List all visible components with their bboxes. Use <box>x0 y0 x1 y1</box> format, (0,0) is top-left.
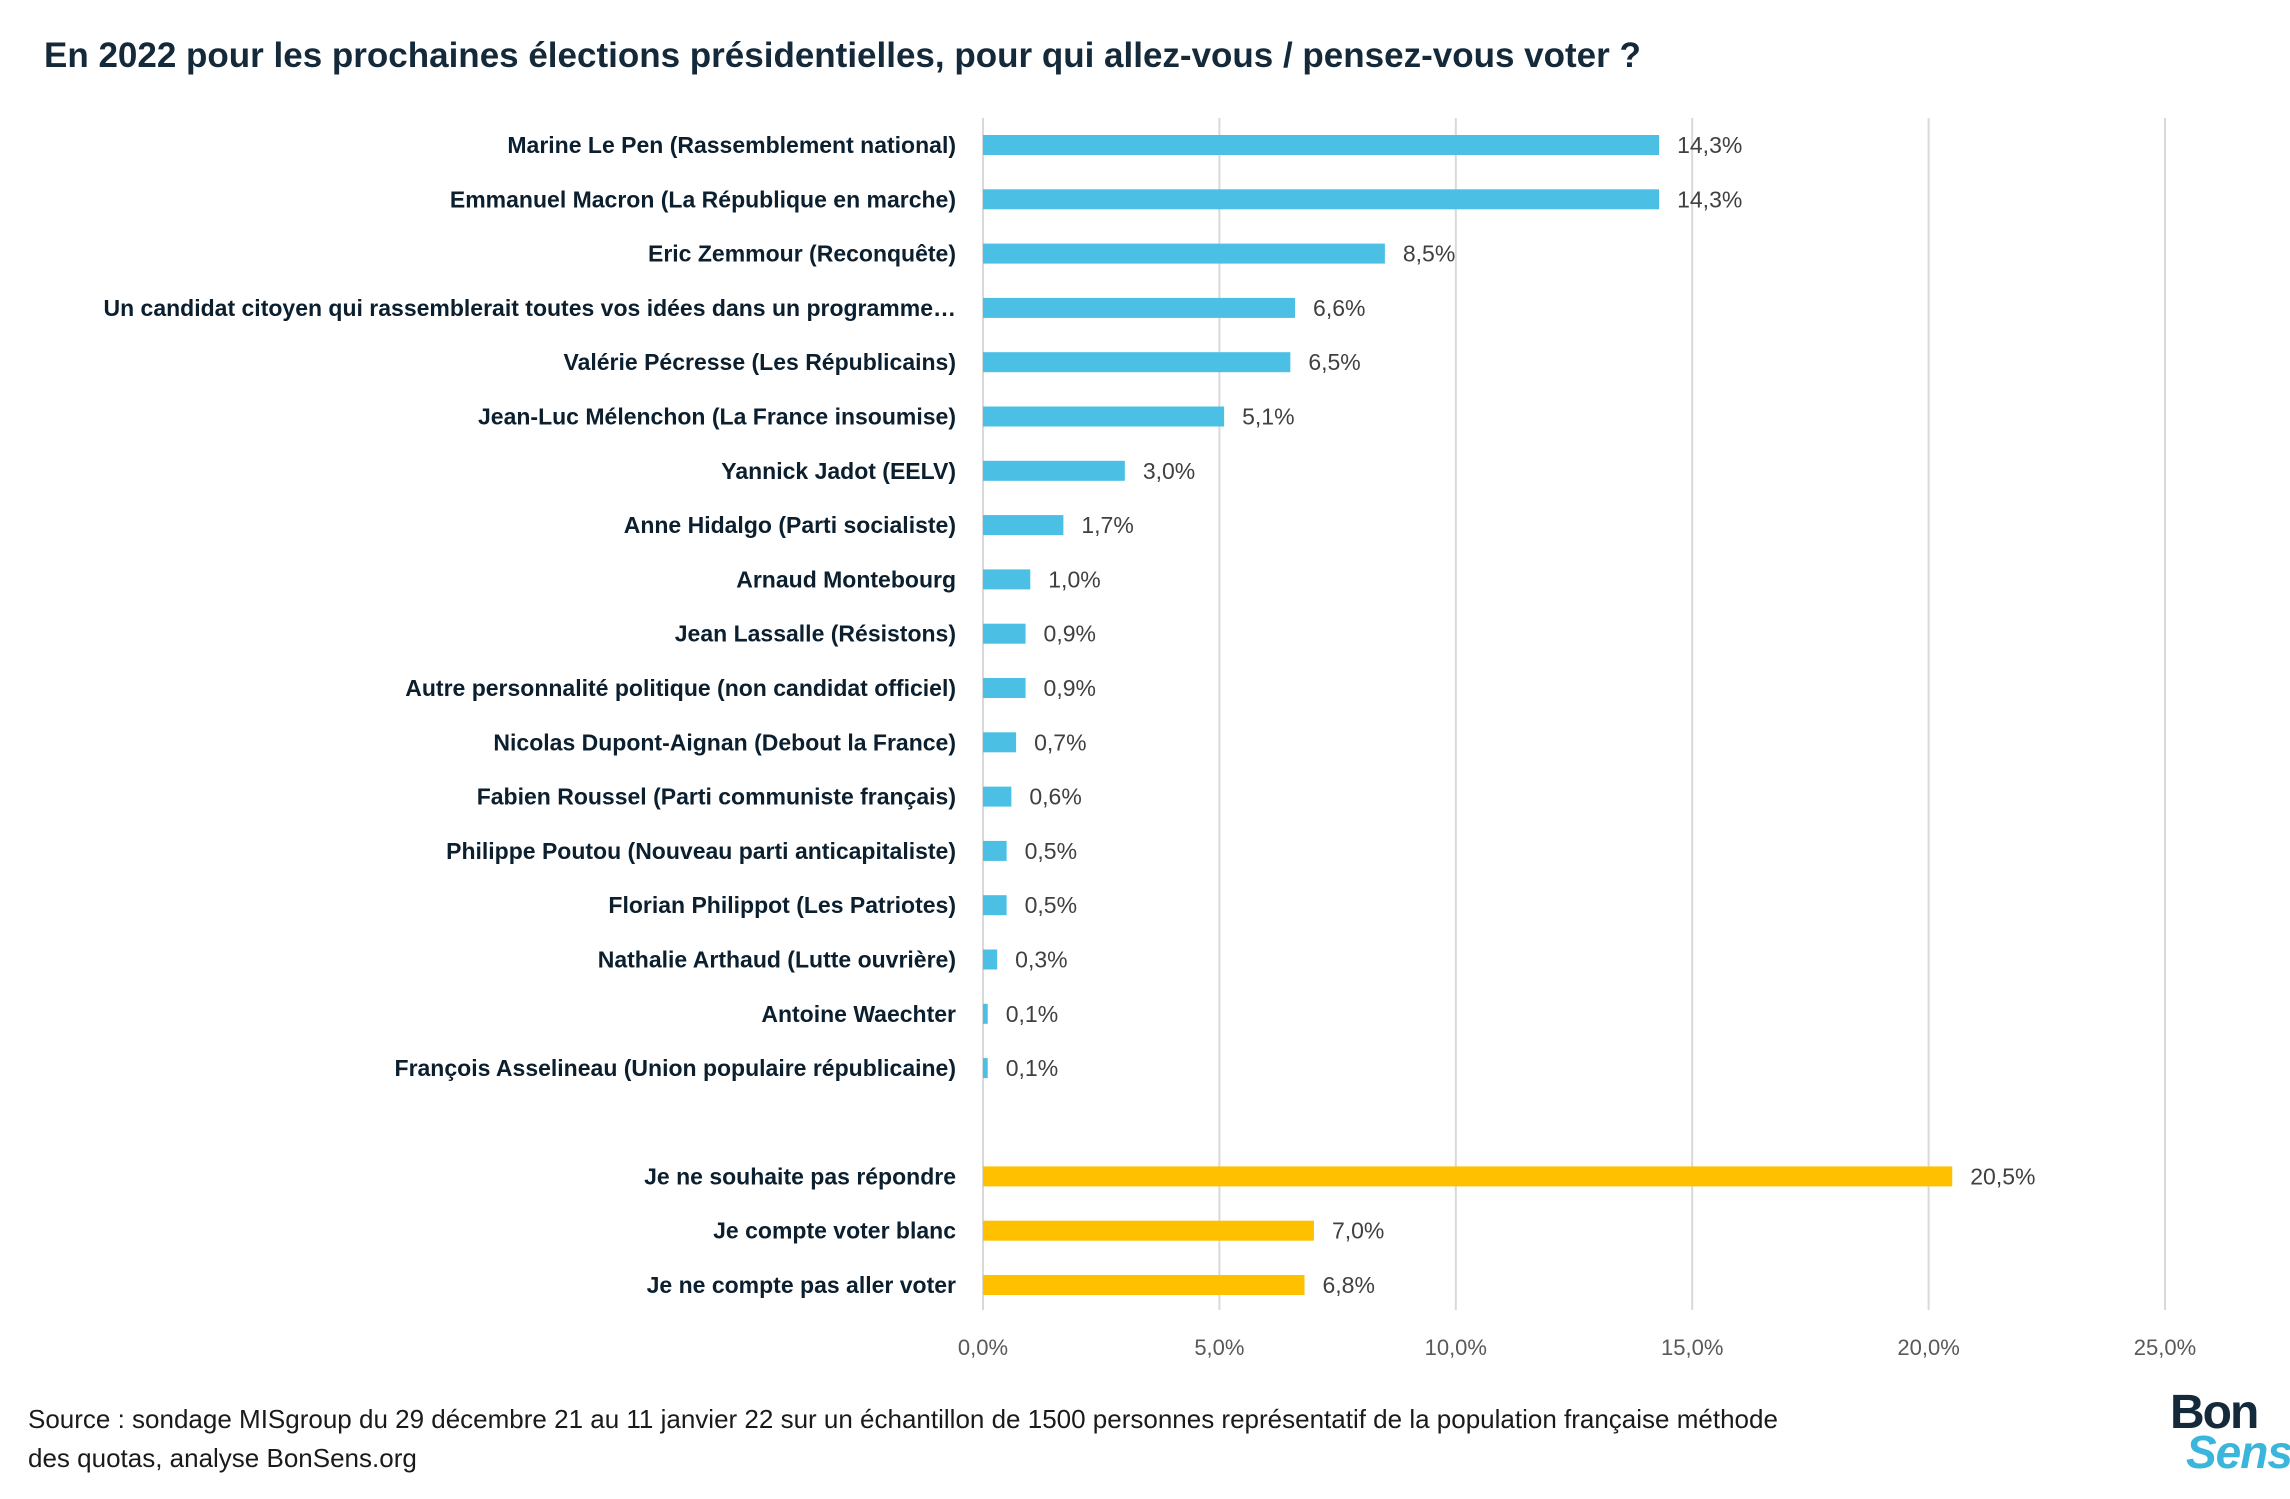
data-label: 6,5% <box>1308 349 1360 375</box>
data-label: 0,9% <box>1044 675 1096 701</box>
category-label: Nathalie Arthaud (Lutte ouvrière) <box>598 947 956 973</box>
category-label: Antoine Waechter <box>761 1001 956 1027</box>
bar <box>983 243 1385 264</box>
category-label: Je ne souhaite pas répondre <box>644 1163 956 1189</box>
data-label: 0,3% <box>1015 947 1067 973</box>
chart-title: En 2022 pour les prochaines élections pr… <box>44 36 1641 75</box>
bar <box>983 515 1064 536</box>
bar <box>983 352 1291 373</box>
category-label: Florian Philippot (Les Patriotes) <box>608 892 956 918</box>
category-label: Arnaud Montebourg <box>736 566 956 592</box>
data-label: 0,1% <box>1006 1055 1058 1081</box>
data-label: 0,9% <box>1044 621 1096 647</box>
bar <box>983 1275 1305 1295</box>
data-label: 3,0% <box>1143 458 1195 484</box>
bars <box>983 135 1953 1295</box>
x-tick-label: 20,0% <box>1897 1335 1959 1360</box>
category-label: Jean-Luc Mélenchon (La France insoumise) <box>478 404 956 430</box>
category-label: Un candidat citoyen qui rassemblerait to… <box>104 295 957 321</box>
x-tick-label: 25,0% <box>2134 1335 2196 1360</box>
data-label: 6,8% <box>1323 1272 1375 1298</box>
bar <box>983 949 998 970</box>
category-label: Valérie Pécresse (Les Républicains) <box>564 349 956 375</box>
source-note: Source : sondage MISgroup du 29 décembre… <box>28 1404 1778 1473</box>
category-label: Nicolas Dupont-Aignan (Debout la France) <box>493 729 956 755</box>
bar <box>983 1220 1314 1241</box>
data-label: 5,1% <box>1242 404 1294 430</box>
x-tick-label: 0,0% <box>958 1335 1008 1360</box>
category-label: Jean Lassalle (Résistons) <box>675 621 956 647</box>
bar <box>983 1058 988 1079</box>
bar <box>983 623 1026 644</box>
logo-line2: Sens <box>2186 1426 2290 1478</box>
data-label: 0,1% <box>1006 1001 1058 1027</box>
bar <box>983 732 1017 753</box>
data-label: 0,7% <box>1034 729 1086 755</box>
category-label: Marine Le Pen (Rassemblement national) <box>507 132 956 158</box>
bar <box>983 460 1125 481</box>
category-label: Yannick Jadot (EELV) <box>721 458 956 484</box>
data-label: 6,6% <box>1313 295 1365 321</box>
category-label: Autre personnalité politique (non candid… <box>405 675 956 701</box>
bar <box>983 840 1007 861</box>
data-label: 8,5% <box>1403 241 1455 267</box>
category-label: Philippe Poutou (Nouveau parti anticapit… <box>446 838 956 864</box>
category-label: Eric Zemmour (Reconquête) <box>648 241 956 267</box>
x-axis-ticks: 0,0% 5,0% 10,0% 15,0% 20,0% 25,0% <box>958 1335 2196 1360</box>
category-label: Fabien Roussel (Parti communiste françai… <box>477 784 956 810</box>
data-label: 20,5% <box>1970 1163 2035 1189</box>
bar <box>983 297 1296 318</box>
category-label: Je ne compte pas aller voter <box>647 1272 956 1298</box>
data-label: 14,3% <box>1677 132 1742 158</box>
bar <box>983 406 1225 427</box>
labels: Marine Le Pen (Rassemblement national) 14… <box>104 132 2036 1298</box>
bar <box>983 189 1660 210</box>
category-label: François Asselineau (Union populaire rép… <box>395 1055 956 1081</box>
category-label: Anne Hidalgo (Parti socialiste) <box>624 512 956 538</box>
data-label: 0,6% <box>1029 784 1081 810</box>
x-tick-label: 15,0% <box>1661 1335 1723 1360</box>
bar <box>983 895 1007 916</box>
bar <box>983 678 1026 698</box>
bar <box>983 569 1031 590</box>
data-label: 0,5% <box>1025 838 1077 864</box>
data-label: 0,5% <box>1025 892 1077 918</box>
x-tick-label: 10,0% <box>1425 1335 1487 1360</box>
bar <box>983 135 1660 155</box>
grid-lines <box>982 118 2166 1310</box>
bar <box>983 786 1012 807</box>
bar <box>983 1166 1953 1187</box>
bar <box>983 1003 988 1024</box>
data-label: 14,3% <box>1677 186 1742 212</box>
bonsens-logo: Bon Sens <box>2160 1385 2290 1495</box>
category-label: Emmanuel Macron (La République en marche… <box>450 186 956 212</box>
logo-line1: Bon <box>2170 1386 2259 1439</box>
category-label: Je compte voter blanc <box>713 1218 956 1244</box>
data-label: 7,0% <box>1332 1218 1384 1244</box>
data-label: 1,0% <box>1048 566 1100 592</box>
data-label: 1,7% <box>1081 512 1133 538</box>
x-tick-label: 5,0% <box>1194 1335 1244 1360</box>
